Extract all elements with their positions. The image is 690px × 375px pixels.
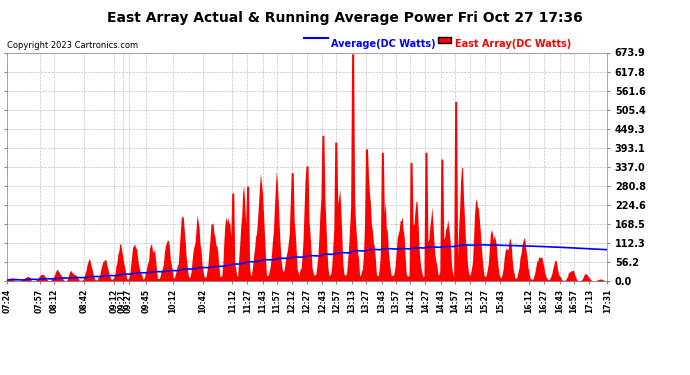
Text: Copyright 2023 Cartronics.com: Copyright 2023 Cartronics.com bbox=[7, 41, 138, 50]
Text: East Array Actual & Running Average Power Fri Oct 27 17:36: East Array Actual & Running Average Powe… bbox=[107, 11, 583, 25]
Text: East Array(DC Watts): East Array(DC Watts) bbox=[455, 39, 571, 50]
Text: Average(DC Watts): Average(DC Watts) bbox=[331, 39, 436, 50]
